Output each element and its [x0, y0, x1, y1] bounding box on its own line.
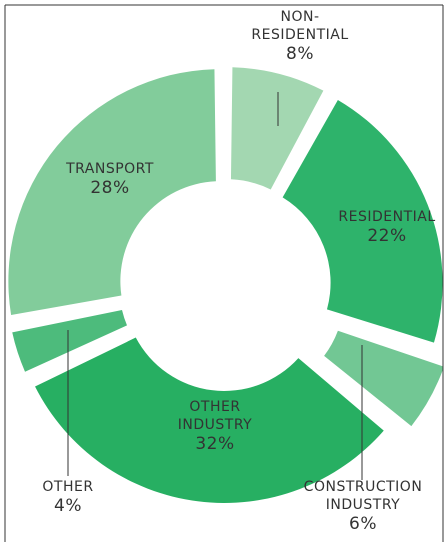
donut-slice: [324, 330, 443, 427]
category-name: TRANSPORT: [66, 161, 154, 177]
slice-label: NON-RESIDENTIAL 8%: [240, 8, 360, 64]
donut-slice: [282, 99, 443, 343]
donut-slice: [8, 69, 216, 316]
value-label: 4%: [54, 496, 82, 516]
category-name: OTHER: [42, 479, 94, 495]
slices: [8, 67, 443, 503]
slice-label: OTHER INDUSTRY 32%: [150, 398, 280, 454]
slice-label: CONSTRUCTION INDUSTRY 6%: [288, 478, 438, 534]
category-name: NON-RESIDENTIAL: [251, 9, 349, 43]
slice-label: TRANSPORT 28%: [45, 160, 175, 198]
category-name: RESIDENTIAL: [338, 209, 436, 225]
value-label: 6%: [349, 514, 377, 534]
category-name: OTHER INDUSTRY: [177, 399, 253, 433]
value-label: 8%: [286, 44, 314, 64]
value-label: 32%: [195, 434, 235, 454]
category-name: CONSTRUCTION INDUSTRY: [303, 479, 423, 513]
donut-slice: [12, 309, 127, 372]
slice-label: RESIDENTIAL 22%: [322, 208, 448, 246]
slice-label: OTHER 4%: [3, 478, 133, 516]
value-label: 28%: [90, 178, 130, 198]
value-label: 22%: [367, 226, 407, 246]
donut-slice: [230, 67, 324, 190]
donut-slice: [35, 337, 384, 503]
